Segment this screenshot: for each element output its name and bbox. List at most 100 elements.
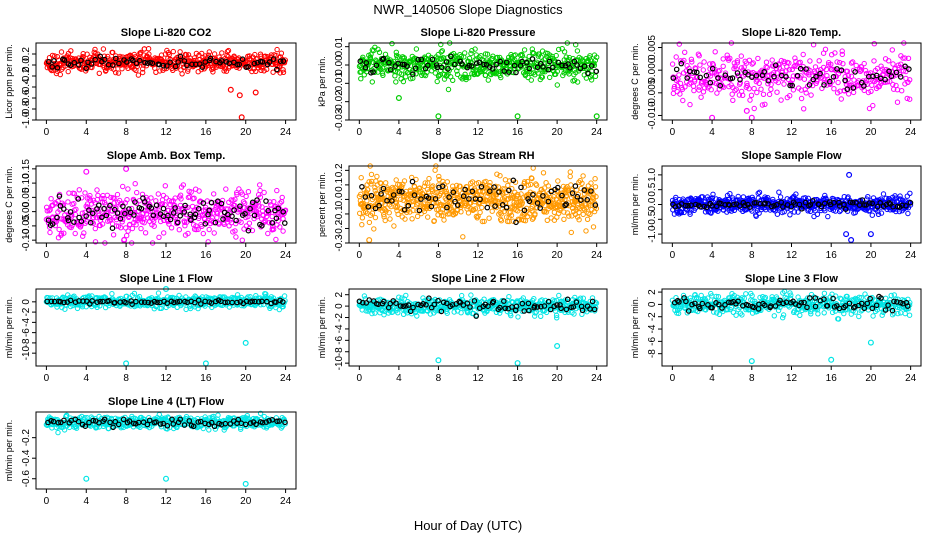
reference-point bbox=[223, 58, 230, 65]
data-point bbox=[869, 82, 875, 89]
data-point bbox=[539, 74, 545, 80]
reference-point bbox=[546, 58, 553, 65]
data-point bbox=[359, 222, 365, 228]
y-tick-label: 0.0 bbox=[647, 197, 658, 211]
data-point bbox=[592, 57, 599, 64]
data-point bbox=[673, 54, 679, 60]
data-point bbox=[746, 57, 753, 63]
reference-point bbox=[697, 74, 704, 81]
data-point bbox=[583, 228, 589, 234]
data-point bbox=[781, 81, 787, 87]
y-tick-label: -0.2 bbox=[21, 67, 32, 85]
data-point bbox=[280, 67, 286, 73]
reference-point bbox=[555, 59, 562, 66]
data-point bbox=[676, 72, 682, 78]
data-point bbox=[279, 194, 285, 201]
reference-point bbox=[149, 60, 156, 67]
outlier-point bbox=[514, 113, 521, 120]
data-point bbox=[876, 83, 882, 90]
data-point bbox=[792, 55, 798, 61]
reference-point bbox=[481, 61, 487, 68]
data-point bbox=[776, 62, 782, 68]
outlier-point bbox=[709, 114, 716, 121]
data-point bbox=[177, 49, 183, 55]
data-point bbox=[179, 71, 185, 77]
reference-point bbox=[177, 53, 184, 60]
x-tick-label: 12 bbox=[472, 127, 484, 138]
reference-point bbox=[128, 56, 135, 62]
data-point bbox=[758, 86, 764, 92]
x-tick-label: 0 bbox=[357, 250, 363, 261]
data-point bbox=[592, 184, 599, 190]
data-point bbox=[774, 70, 780, 76]
data-point bbox=[57, 71, 63, 78]
reference-point bbox=[236, 61, 243, 68]
data-point bbox=[170, 48, 177, 55]
data-point bbox=[588, 77, 595, 83]
data-point bbox=[826, 62, 832, 68]
y-tick-label: 0.00 bbox=[334, 55, 345, 75]
data-point bbox=[485, 77, 491, 83]
reference-point bbox=[670, 75, 677, 81]
data-point bbox=[413, 46, 420, 52]
x-tick-label: 0 bbox=[357, 127, 363, 138]
data-point bbox=[902, 55, 908, 61]
reference-point bbox=[207, 55, 214, 62]
y-tick-label: 1.0 bbox=[647, 167, 658, 181]
x-tick-label: 24 bbox=[591, 250, 603, 261]
data-point bbox=[445, 86, 452, 93]
data-point bbox=[712, 49, 718, 55]
panel-title: Slope Li-820 CO2 bbox=[121, 27, 211, 39]
x-tick-label: 4 bbox=[83, 127, 89, 138]
data-point bbox=[894, 99, 901, 105]
data-point bbox=[360, 54, 366, 60]
reference-point bbox=[281, 220, 288, 226]
reference-point bbox=[273, 66, 280, 73]
data-point bbox=[671, 86, 677, 92]
data-point bbox=[462, 50, 468, 56]
data-point bbox=[393, 49, 399, 55]
y-tick-label: -6 bbox=[21, 328, 32, 337]
outlier-point bbox=[395, 94, 402, 101]
data-point bbox=[716, 86, 722, 92]
reference-point bbox=[49, 64, 56, 70]
data-point bbox=[898, 61, 904, 67]
data-point bbox=[278, 50, 285, 56]
x-tick-label: 12 bbox=[786, 250, 798, 261]
data-point bbox=[717, 67, 723, 74]
data-point bbox=[907, 77, 913, 83]
data-point bbox=[710, 79, 716, 86]
data-point bbox=[831, 86, 837, 92]
data-point bbox=[359, 215, 366, 221]
data-point bbox=[96, 70, 103, 77]
reference-point bbox=[888, 73, 895, 80]
data-point bbox=[889, 47, 895, 53]
data-point bbox=[751, 85, 757, 92]
data-point bbox=[409, 216, 415, 222]
data-point bbox=[489, 208, 495, 214]
x-tick-label: 0 bbox=[670, 250, 676, 261]
reference-point bbox=[130, 57, 136, 64]
data-point bbox=[68, 48, 74, 54]
data-point bbox=[547, 74, 553, 81]
data-point bbox=[54, 54, 61, 60]
data-point bbox=[84, 51, 90, 57]
x-tick-label: 16 bbox=[200, 127, 212, 138]
data-point bbox=[261, 189, 267, 196]
figure-title: NWR_140506 Slope Diagnostics bbox=[373, 2, 563, 17]
data-point bbox=[553, 52, 559, 59]
data-point bbox=[277, 70, 283, 76]
reference-point bbox=[783, 74, 789, 80]
reference-point bbox=[893, 69, 900, 76]
data-point bbox=[878, 63, 884, 69]
data-point bbox=[682, 84, 688, 90]
data-point bbox=[840, 61, 846, 67]
x-tick-label: 16 bbox=[512, 250, 524, 261]
data-point bbox=[176, 227, 183, 233]
data-point bbox=[807, 58, 813, 64]
panel-3: Slope Li-820 Temp.degrees C per min.0 4 8 1… bbox=[630, 27, 922, 138]
x-tick-label: 24 bbox=[591, 127, 603, 138]
reference-point bbox=[468, 63, 475, 69]
data-point bbox=[540, 170, 547, 176]
data-point bbox=[669, 61, 676, 67]
